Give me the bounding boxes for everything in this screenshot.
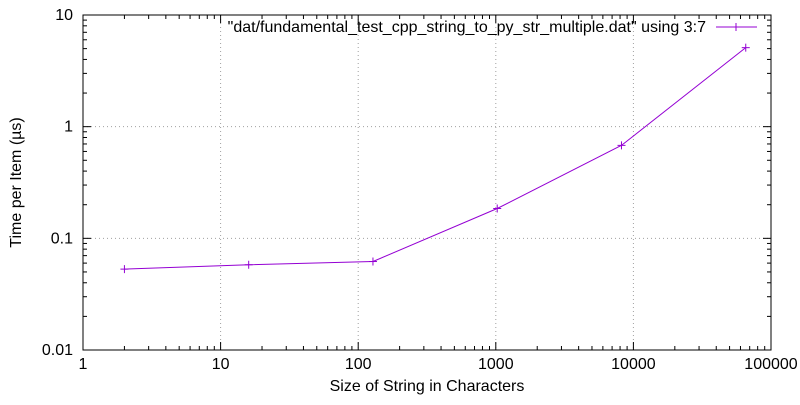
y-tick-labels: 0.01 0.1 1 10	[42, 7, 73, 359]
data-point	[617, 141, 626, 150]
data-point	[244, 260, 253, 269]
grid	[83, 15, 771, 350]
data-point	[741, 43, 750, 52]
x-tick-label: 10000	[611, 356, 656, 373]
axis-ticks	[82, 14, 772, 351]
x-tick-label: 100	[345, 356, 372, 373]
x-tick-label: 1	[79, 356, 88, 373]
legend-marker	[732, 23, 740, 31]
legend-point	[732, 23, 740, 31]
plot-frame	[82, 14, 772, 351]
data-point	[120, 265, 129, 274]
x-tick-labels: 1 10 100 1000 10000 100000	[79, 356, 798, 373]
y-tick-label: 0.1	[51, 230, 73, 247]
x-axis-label: Size of String in Characters	[330, 378, 525, 395]
x-tick-label: 1000	[478, 356, 514, 373]
y-axis-label: Time per Item (µs)	[8, 117, 25, 247]
x-tick-label: 10	[212, 356, 230, 373]
series-line	[124, 47, 747, 270]
y-tick-label: 0.01	[42, 342, 73, 359]
data-point	[493, 204, 502, 213]
x-tick-label: 100000	[744, 356, 797, 373]
series	[120, 43, 750, 274]
y-tick-label: 10	[55, 7, 73, 24]
legend: "dat/fundamental_test_cpp_string_to_py_s…	[228, 19, 757, 36]
y-tick-label: 1	[64, 119, 73, 136]
data-point	[368, 257, 377, 266]
legend-label: "dat/fundamental_test_cpp_string_to_py_s…	[228, 19, 706, 36]
